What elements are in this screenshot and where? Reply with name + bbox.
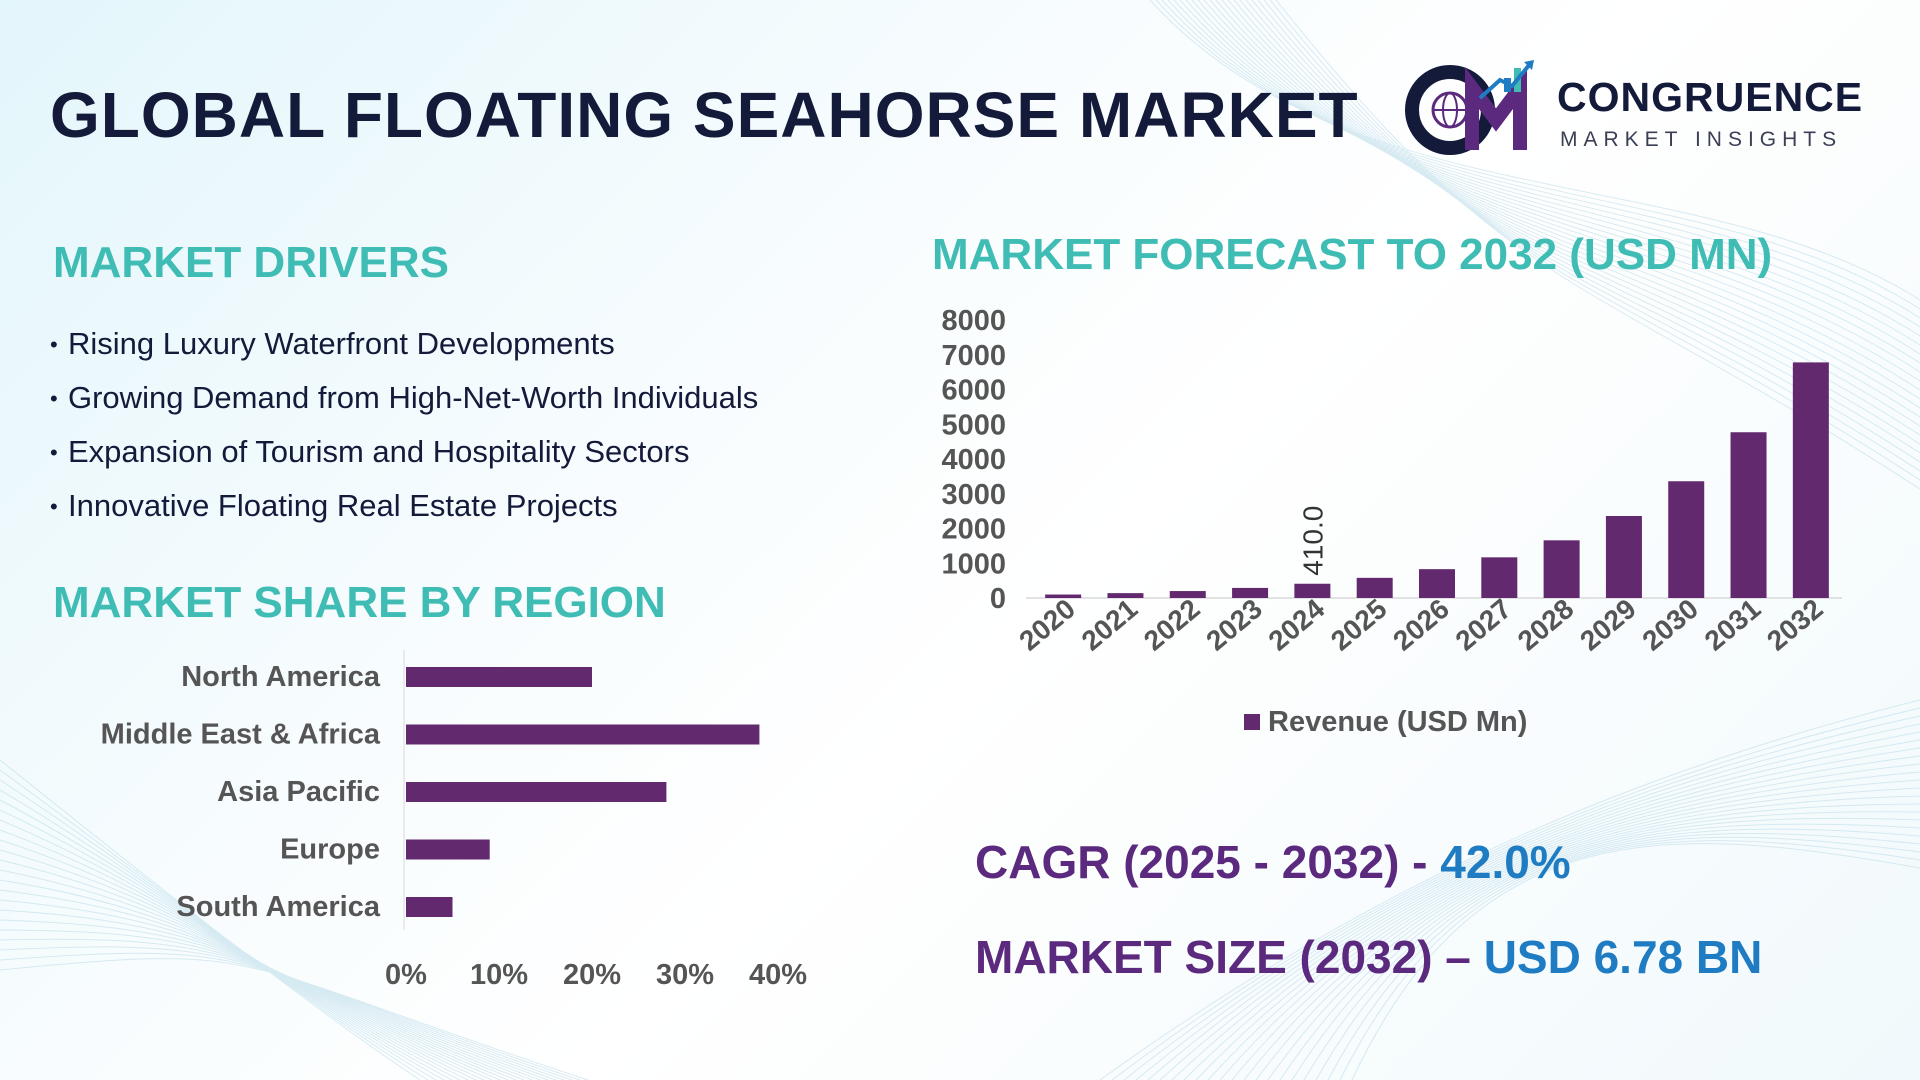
forecast-bar	[1356, 577, 1393, 598]
driver-item: Rising Luxury Waterfront Developments	[50, 326, 758, 380]
drivers-title: MARKET DRIVERS	[53, 238, 450, 287]
region-label: Europe	[280, 834, 380, 866]
region-tick-label: 20%	[563, 959, 621, 991]
forecast-x-tick-label: 2021	[1076, 593, 1144, 657]
forecast-y-tick-label: 7000	[941, 340, 1006, 372]
cagr-kpi: CAGR (2025 - 2032) - 42.0%	[975, 835, 1571, 889]
forecast-x-tick-label: 2030	[1636, 593, 1704, 657]
market-size-value: USD 6.78 BN	[1483, 931, 1763, 983]
cagr-value: 42.0%	[1440, 836, 1571, 888]
forecast-y-tick-label: 5000	[941, 409, 1006, 441]
page-title: GLOBAL FLOATING SEAHORSE MARKET	[50, 79, 1359, 151]
drivers-list: Rising Luxury Waterfront Developments Gr…	[50, 326, 758, 542]
region-tick-label: 0%	[385, 959, 427, 991]
region-label: North America	[181, 661, 381, 693]
forecast-y-tick-label: 1000	[941, 548, 1006, 580]
forecast-bar	[1169, 591, 1206, 598]
forecast-bar	[1107, 593, 1144, 598]
forecast-bar	[1605, 515, 1642, 598]
logo-tagline: MARKET INSIGHTS	[1560, 128, 1843, 151]
region-bar	[406, 667, 592, 687]
legend-label: Revenue (USD Mn)	[1268, 706, 1527, 738]
market-size-label: MARKET SIZE (2032) –	[975, 931, 1484, 983]
region-tick-label: 40%	[749, 959, 807, 991]
cagr-label: CAGR (2025 - 2032) -	[975, 836, 1441, 888]
logo-name: CONGRUENCE	[1557, 74, 1864, 120]
forecast-y-tick-label: 0	[990, 583, 1006, 615]
forecast-y-tick-label: 2000	[941, 514, 1006, 546]
forecast-x-tick-label: 2025	[1325, 593, 1393, 657]
forecast-x-tick-label: 2026	[1387, 593, 1455, 657]
driver-item: Growing Demand from High-Net-Worth Indiv…	[50, 380, 758, 434]
forecast-y-tick-label: 3000	[941, 479, 1006, 511]
forecast-x-tick-label: 2028	[1512, 593, 1580, 657]
forecast-data-label: 410.0	[1297, 506, 1328, 576]
region-bar	[406, 839, 490, 860]
driver-item: Innovative Floating Real Estate Projects	[50, 488, 758, 542]
forecast-bar	[1045, 594, 1082, 598]
forecast-bar	[1792, 362, 1829, 598]
forecast-x-tick-label: 2031	[1699, 593, 1767, 657]
market-size-kpi: MARKET SIZE (2032) – USD 6.78 BN	[975, 930, 1762, 984]
forecast-x-tick-label: 2020	[1013, 593, 1081, 657]
forecast-x-tick-label: 2024	[1263, 593, 1331, 657]
forecast-bar	[1668, 481, 1705, 598]
region-share-chart: North America Middle East & Africa Asia Pa…	[101, 650, 807, 991]
region-label: South America	[176, 891, 380, 923]
region-tick-label: 30%	[656, 959, 714, 991]
region-bar	[406, 897, 453, 917]
region-bar	[406, 724, 760, 745]
forecast-bar	[1419, 569, 1455, 598]
forecast-chart-title: MARKET FORECAST TO 2032 (USD MN)	[932, 230, 1773, 279]
legend-swatch	[1244, 714, 1260, 730]
company-logo	[1405, 60, 1534, 155]
forecast-y-tick-label: 6000	[941, 375, 1006, 407]
forecast-bar	[1481, 557, 1518, 598]
driver-item: Expansion of Tourism and Hospitality Sec…	[50, 434, 758, 488]
forecast-bar	[1543, 540, 1580, 598]
region-tick-label: 10%	[470, 959, 528, 991]
forecast-chart: 0100020003000400050006000700080002020202…	[941, 305, 1842, 738]
region-bar	[406, 782, 667, 802]
forecast-bar	[1232, 587, 1269, 598]
region-label: Asia Pacific	[217, 776, 380, 808]
forecast-x-tick-label: 2032	[1761, 593, 1829, 657]
forecast-bar	[1730, 432, 1767, 598]
forecast-x-tick-label: 2029	[1574, 593, 1642, 657]
forecast-x-tick-label: 2027	[1450, 593, 1518, 657]
forecast-y-tick-label: 4000	[941, 444, 1006, 476]
forecast-x-tick-label: 2022	[1138, 593, 1206, 657]
region-chart-title: MARKET SHARE BY REGION	[53, 578, 666, 627]
forecast-y-tick-label: 8000	[941, 305, 1006, 337]
forecast-x-tick-label: 2023	[1200, 593, 1268, 657]
region-label: Middle East & Africa	[101, 719, 381, 751]
forecast-bar	[1294, 583, 1331, 598]
